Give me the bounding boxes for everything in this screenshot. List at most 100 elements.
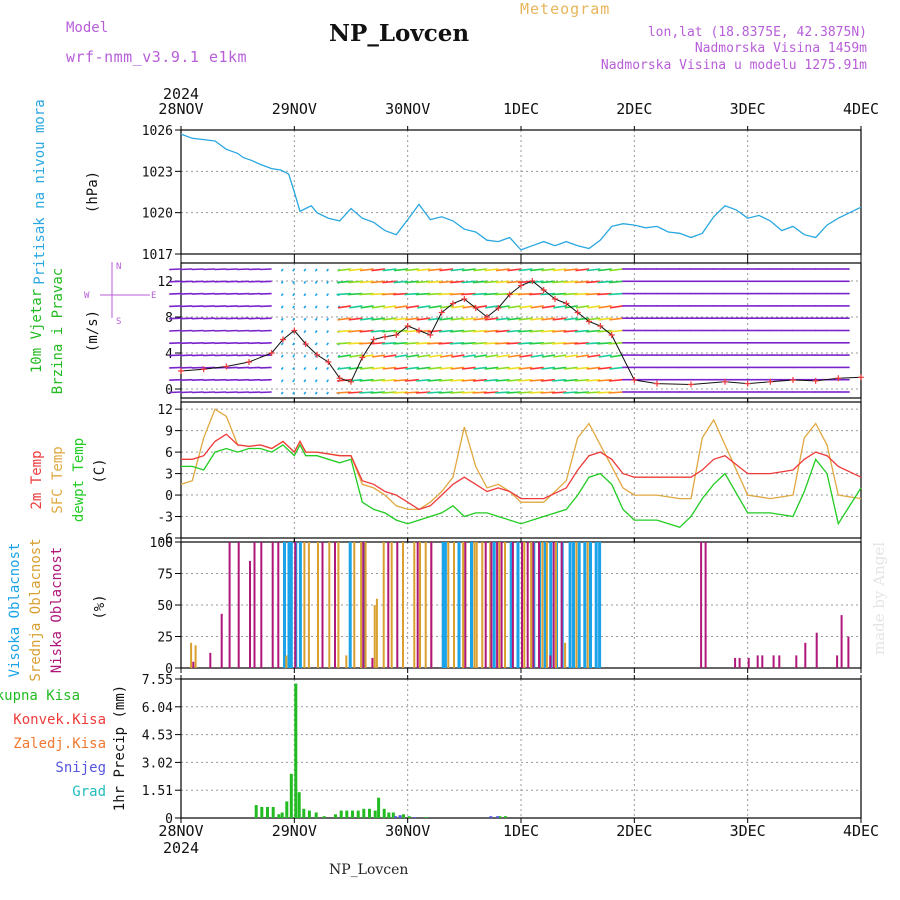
wind-speed-marker (631, 377, 638, 383)
y-tick-label: -6 (157, 532, 173, 547)
wind-vector (609, 317, 624, 321)
precip-bar (314, 812, 318, 818)
wind-vector (326, 293, 329, 297)
cloud-bar (504, 542, 506, 668)
wind-speed-marker (495, 305, 502, 311)
cloud-bar (371, 657, 374, 668)
wind-vector (248, 354, 261, 357)
wind-vector (473, 366, 488, 370)
wind-vector (405, 268, 420, 272)
wind-vector (359, 378, 374, 382)
wind-speed-marker (529, 278, 536, 284)
wind-vector (472, 378, 488, 382)
wind-vector (348, 329, 363, 333)
wind-vector (237, 305, 250, 308)
wind-vector (348, 268, 363, 272)
wind-vector (203, 317, 216, 320)
cloud-series-2 (192, 542, 850, 668)
wind-vector (450, 329, 465, 333)
wind-vector (314, 317, 318, 321)
wind-vector (326, 366, 329, 371)
wind-vector (259, 378, 272, 381)
x-tick-label-bottom: 28NOV (158, 822, 203, 840)
cloud-bar (375, 598, 378, 668)
cloud-bar (778, 655, 781, 668)
precip-bar (504, 816, 507, 818)
wind-vector (292, 354, 295, 358)
cloud-bar (382, 542, 385, 668)
wind-vector (237, 268, 250, 271)
y-tick-label: 1.51 (142, 784, 173, 799)
wind-unit-label: (m/s) (85, 310, 101, 352)
temp-unit-label: (C) (92, 458, 108, 483)
wind-vector (303, 379, 307, 383)
cloud-bar (521, 542, 523, 668)
y-tick-label: 4.53 (142, 729, 173, 744)
precip-bar (407, 816, 411, 818)
wind-speed-marker (552, 296, 558, 302)
wind-vector (292, 391, 295, 395)
cloud-bar (473, 542, 476, 668)
wind-vector (575, 305, 590, 309)
wind-speed-marker (506, 291, 513, 298)
wind-vector (337, 366, 352, 370)
wind-vector (169, 280, 182, 283)
wind-vector (553, 305, 567, 309)
wind-vector (371, 366, 386, 370)
wind-speed-marker (586, 318, 592, 325)
wind-vector (393, 378, 408, 382)
cloud-series-1 (190, 542, 589, 668)
wind-vector (417, 354, 431, 358)
wind-vector (530, 305, 544, 309)
cloud-bar (549, 542, 553, 668)
cloud-bar (772, 655, 775, 668)
model-value: wrf-nmm_v3.9.1 e1km (66, 48, 248, 66)
wind-vector (180, 280, 193, 283)
wind-vector (530, 317, 544, 321)
precip-bar (289, 773, 293, 818)
wind-vector (225, 378, 238, 381)
cloud-bar (321, 542, 324, 668)
wind-vector (405, 305, 420, 309)
x-tick-label-top: 30NOV (385, 100, 430, 118)
wind-vector (382, 280, 397, 284)
panel-temperature (175, 398, 862, 543)
wind-vector (382, 268, 397, 272)
precip-bar (345, 810, 349, 818)
cloud-bar (430, 542, 433, 668)
wind-vector (552, 317, 567, 321)
panel-precipitation (175, 675, 862, 823)
y-tick-label: 3 (165, 468, 173, 483)
wind-vector (248, 317, 261, 320)
wind-vector (439, 305, 454, 309)
wind-vector (303, 268, 307, 272)
y-tick-label: 0 (165, 489, 173, 504)
wind-vector (248, 268, 261, 271)
wind-vector (438, 378, 454, 382)
cloud-bar (516, 542, 520, 668)
wind-vector (495, 280, 510, 284)
precip-bar (302, 808, 306, 818)
wind-vector (609, 268, 624, 272)
y-tick-label: 1026 (142, 124, 173, 139)
sfc-temp-line (180, 408, 862, 511)
y-tick-label: 0 (165, 383, 173, 398)
wind-vector (394, 305, 408, 309)
wind-speed-marker (688, 381, 694, 388)
wind-vector (203, 342, 216, 345)
temp2m-line (181, 433, 862, 511)
wind-vector (383, 354, 397, 358)
wind-vector (214, 292, 227, 295)
wind-vector (394, 268, 408, 272)
cloud-bar (441, 542, 445, 668)
wind-vector (180, 391, 193, 394)
wind-vector (180, 366, 193, 369)
wind-vector (259, 329, 272, 332)
y-tick-label: 0 (165, 812, 173, 827)
cloud-bar (237, 542, 240, 668)
wind-vector (428, 366, 442, 370)
wind-vector (428, 305, 442, 309)
wind-vector (587, 354, 601, 358)
wind-vector (337, 268, 352, 272)
wind-speed-marker (200, 366, 207, 373)
